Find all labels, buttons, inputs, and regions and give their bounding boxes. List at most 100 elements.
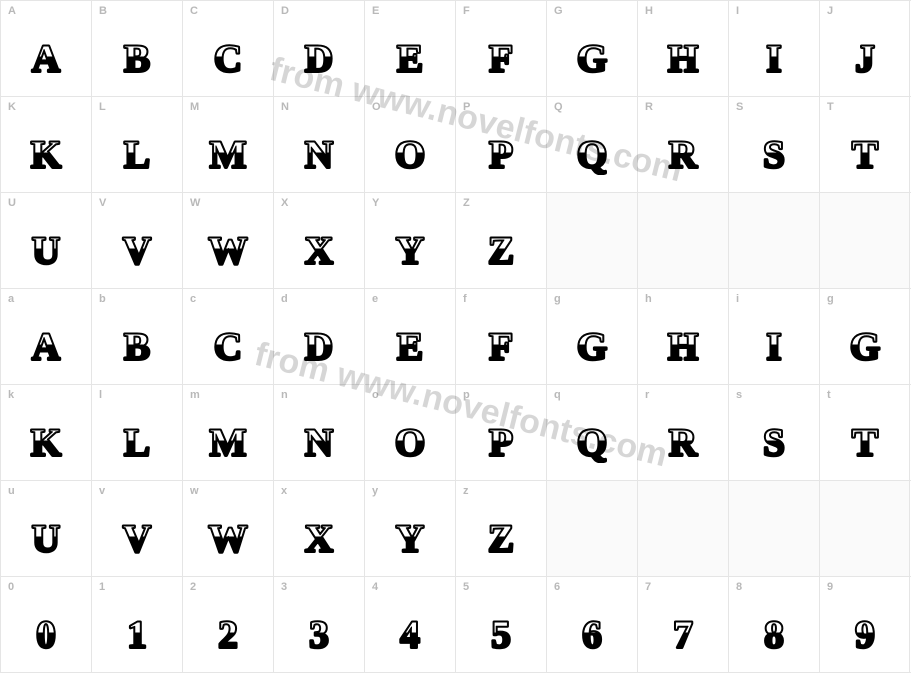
glyph-svg: KKKK: [21, 418, 71, 463]
cell-glyph: mMMMM: [182, 385, 273, 480]
cell-glyph: o OOOO: [364, 385, 455, 480]
glyph-svg: HHHH: [658, 34, 708, 79]
glyph-svg: QQQQ: [567, 418, 617, 463]
cell-key-label: i: [736, 293, 739, 305]
glyph-svg: CCCC: [203, 322, 253, 367]
cell-blank: [546, 193, 637, 288]
grid-row: kKKKKlLLLLmMMMMnNNNNoOOOOpPPPPqQQQQrRRRR…: [0, 384, 911, 480]
cell-glyph: zZZZZ: [455, 481, 546, 576]
cell-key-label: Y: [372, 197, 379, 209]
cell-glyph: FFFFF: [455, 1, 546, 96]
glyph-wrap: SSSS: [729, 385, 819, 480]
cell-glyph: 22222: [182, 577, 273, 672]
cell-glyph: QQQQQ: [546, 97, 637, 192]
cell-key-label: c: [190, 293, 196, 305]
cell-key-label: z: [463, 485, 469, 497]
glyph-svg: WWWW: [203, 514, 253, 559]
cell-key-label: B: [99, 5, 107, 17]
glyph-svg: LLLL: [112, 130, 162, 175]
cell-key-label: T: [827, 101, 834, 113]
cell-key-label: g: [554, 293, 561, 305]
cell-key-label: u: [8, 485, 15, 497]
cell-glyph: 44444: [364, 577, 455, 672]
cell-key-label: p: [463, 389, 470, 401]
cell-glyph: k KKKK: [0, 385, 91, 480]
cell-glyph: TTTTT: [819, 97, 910, 192]
glyph-svg: EEEE: [385, 34, 435, 79]
cell-glyph: hHHHH: [637, 289, 728, 384]
glyph-svg: OOOO: [385, 418, 435, 463]
cell-glyph: JJJJJ: [819, 1, 910, 96]
glyph-wrap: 7777: [638, 577, 728, 672]
glyph-wrap: 2222: [183, 577, 273, 672]
cell-key-label: w: [190, 485, 199, 497]
cell-glyph: CCCCC: [182, 1, 273, 96]
cell-blank: [546, 481, 637, 576]
cell-key-label: L: [99, 101, 106, 113]
cell-glyph: lLLLL: [91, 385, 182, 480]
glyph-svg: 2222: [203, 610, 253, 655]
glyph-svg: GGGG: [840, 322, 890, 367]
cell-key-label: s: [736, 389, 742, 401]
glyph-svg: NNNN: [294, 418, 344, 463]
glyph-svg: VVVV: [112, 514, 162, 559]
cell-key-label: O: [372, 101, 381, 113]
cell-glyph: OOOOO: [364, 97, 455, 192]
glyph-svg: 0000: [21, 610, 71, 655]
cell-glyph: GGGGG: [546, 1, 637, 96]
cell-glyph: xXXXX: [273, 481, 364, 576]
cell-key-label: a: [8, 293, 14, 305]
cell-key-label: g: [827, 293, 834, 305]
cell-glyph: 66666: [546, 577, 637, 672]
cell-key-label: I: [736, 5, 739, 17]
cell-glyph: 99999: [819, 577, 910, 672]
cell-key-label: U: [8, 197, 16, 209]
glyph-svg: VVVV: [112, 226, 162, 271]
glyph-svg: MMMM: [203, 418, 253, 463]
cell-glyph: c CCCC: [182, 289, 273, 384]
cell-glyph: tTTTT: [819, 385, 910, 480]
font-character-grid: AAAAABBBBBCCCCCDDDDDEEEEEFFFFFGGGGGHHHHH…: [0, 0, 911, 673]
grid-row: UUUUUVVVVVWWWWWXXXXXYYYYYZZZZZ: [0, 192, 911, 288]
cell-key-label: o: [372, 389, 379, 401]
glyph-wrap: XXXX: [274, 481, 364, 576]
cell-glyph: yYYYY: [364, 481, 455, 576]
cell-key-label: G: [554, 5, 563, 17]
glyph-wrap: 3333: [274, 577, 364, 672]
glyph-svg: 8888: [749, 610, 799, 655]
glyph-svg: BBBB: [112, 322, 162, 367]
cell-key-label: 9: [827, 581, 833, 593]
glyph-svg: RRRR: [658, 418, 708, 463]
glyph-wrap: 8888: [729, 577, 819, 672]
cell-key-label: 4: [372, 581, 378, 593]
cell-key-label: k: [8, 389, 14, 401]
glyph-wrap: EEEE: [365, 289, 455, 384]
cell-key-label: E: [372, 5, 379, 17]
cell-key-label: Q: [554, 101, 563, 113]
cell-glyph: NNNNN: [273, 97, 364, 192]
glyph-wrap: YYYY: [365, 481, 455, 576]
glyph-svg: XXXX: [294, 514, 344, 559]
cell-glyph: HHHHH: [637, 1, 728, 96]
cell-key-label: K: [8, 101, 16, 113]
glyph-wrap: 9999: [820, 577, 909, 672]
glyph-svg: UUUU: [21, 226, 71, 271]
cell-glyph: XXXXX: [273, 193, 364, 288]
cell-glyph: MMMMM: [182, 97, 273, 192]
cell-key-label: D: [281, 5, 289, 17]
cell-glyph: WWWWW: [182, 193, 273, 288]
cell-blank: [728, 481, 819, 576]
glyph-svg: PPPP: [476, 418, 526, 463]
cell-glyph: SSSSS: [728, 97, 819, 192]
cell-glyph: fFFFF: [455, 289, 546, 384]
glyph-svg: AAAA: [21, 322, 71, 367]
glyph-wrap: CCCC: [183, 289, 273, 384]
cell-glyph: nNNNN: [273, 385, 364, 480]
glyph-svg: 1111: [112, 610, 162, 655]
glyph-svg: UUUU: [21, 514, 71, 559]
cell-glyph: vVVVV: [91, 481, 182, 576]
glyph-wrap: ZZZZ: [456, 481, 546, 576]
glyph-svg: BBBB: [112, 34, 162, 79]
glyph-wrap: 1111: [92, 577, 182, 672]
cell-key-label: e: [372, 293, 378, 305]
